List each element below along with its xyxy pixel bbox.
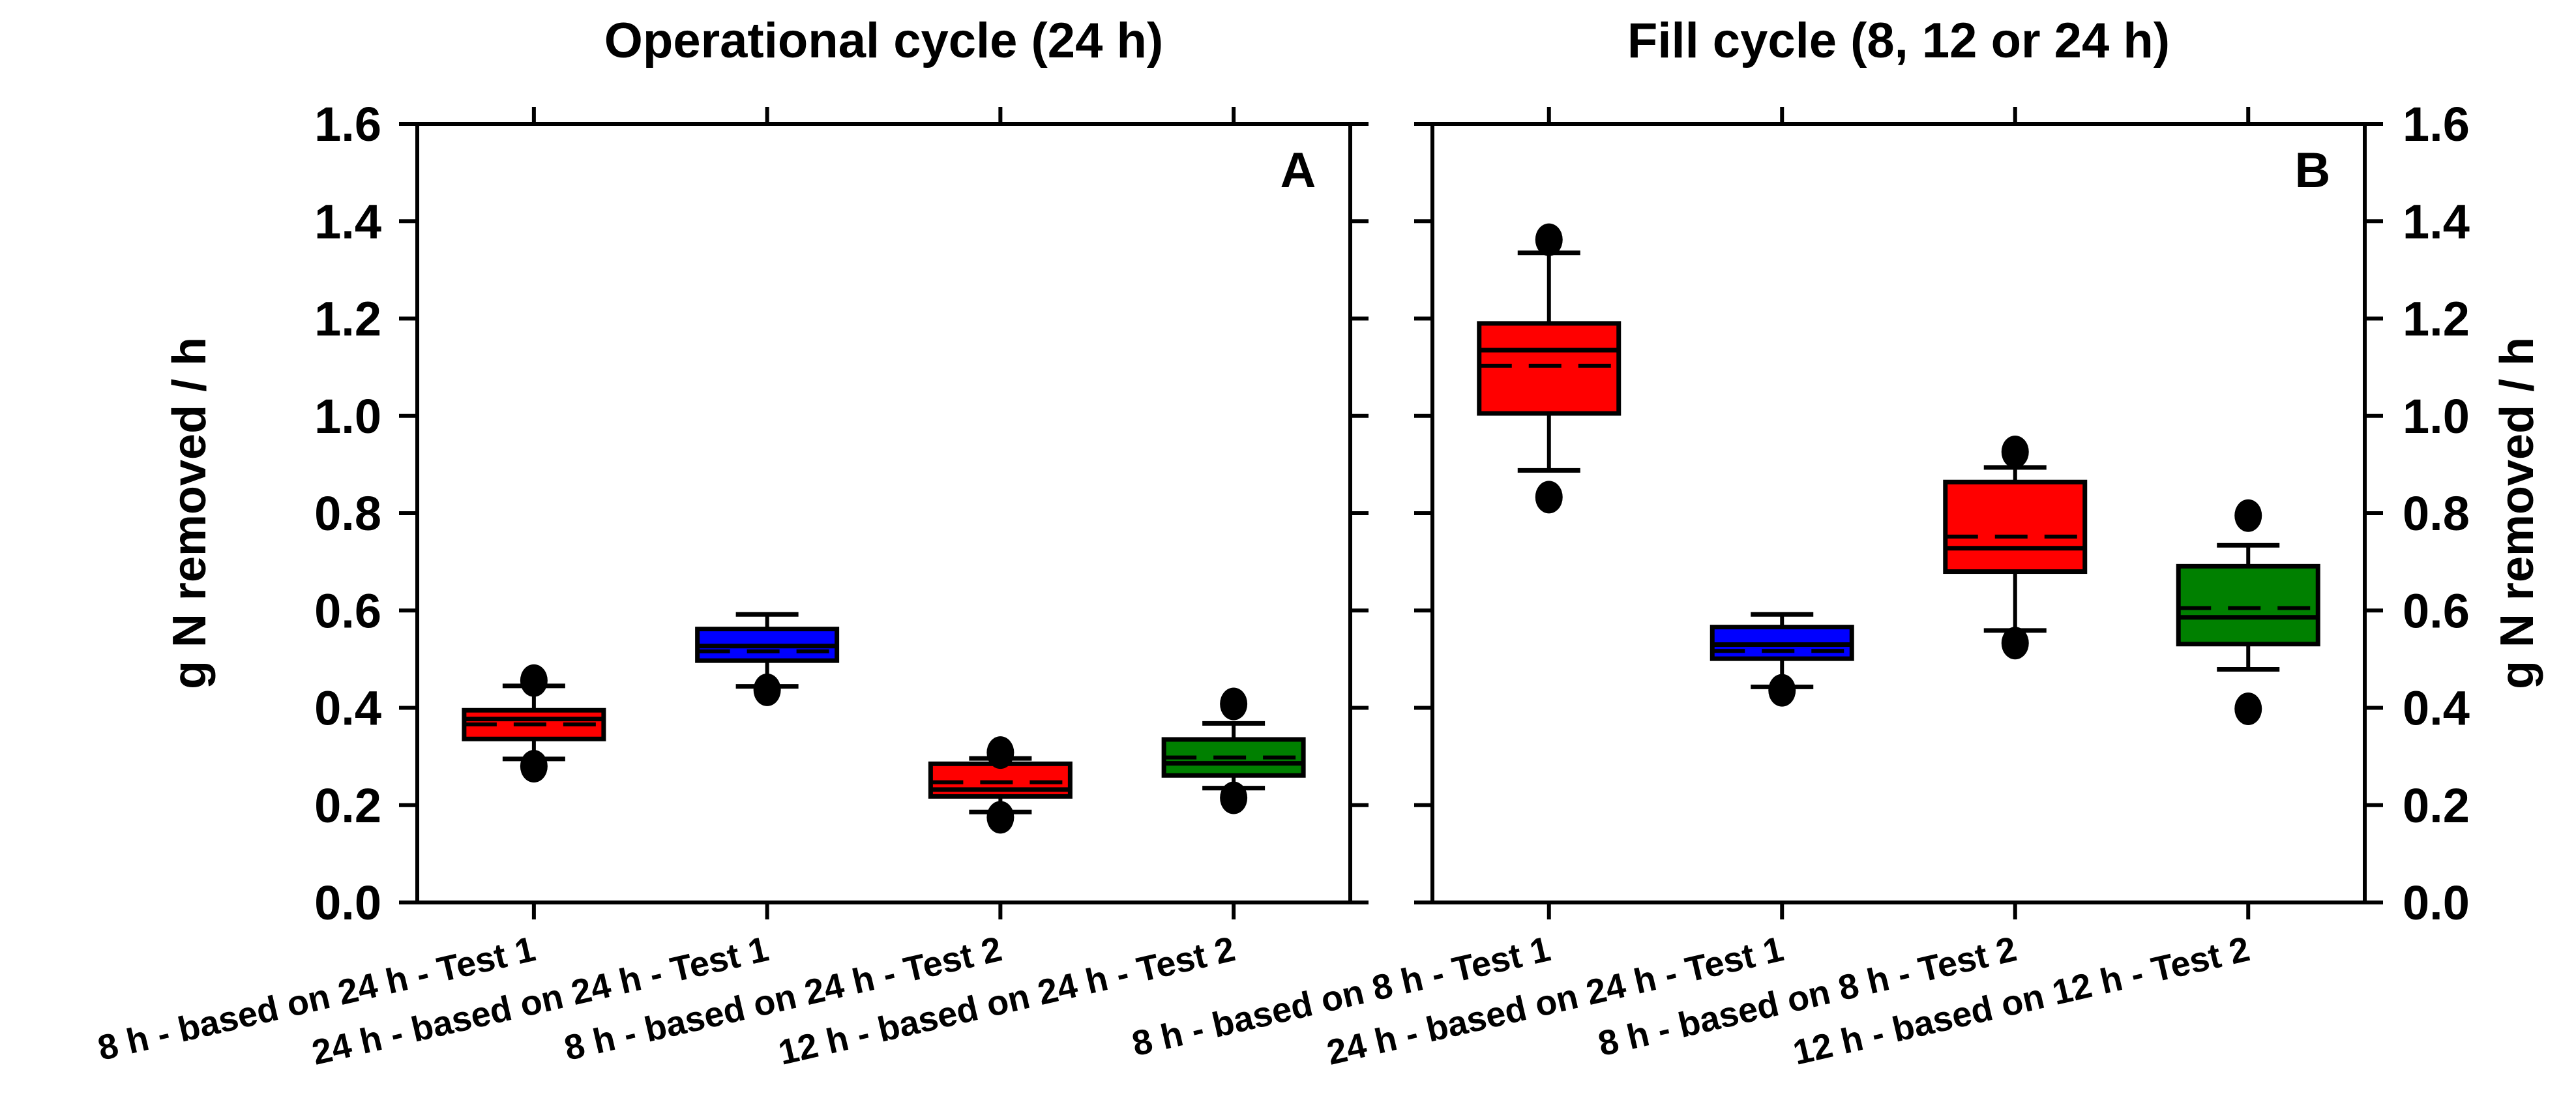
outlier-dot (1768, 674, 1796, 707)
y-tick-label: 0.4 (314, 681, 381, 736)
outlier-dot (1220, 687, 1248, 721)
y-tick-label: 1.4 (2403, 194, 2470, 248)
box-group (462, 664, 606, 783)
y-tick-label: 1.2 (2403, 292, 2470, 346)
panel-corner-label: A (1281, 143, 1316, 198)
y-tick-label: 0.2 (2403, 779, 2470, 833)
y-axis-title-right: g N removed / h (2491, 337, 2543, 689)
box-group (2176, 499, 2320, 725)
box-rect (2176, 563, 2320, 647)
box-group (695, 612, 840, 706)
panel-title: Fill cycle (8, 12 or 24 h) (1627, 13, 2170, 68)
y-tick-label: 1.0 (2403, 389, 2470, 443)
box-group (1943, 435, 2088, 660)
outlier-dot (1535, 223, 1563, 256)
outlier-dot (2001, 627, 2029, 660)
outlier-dot (520, 750, 548, 783)
y-tick-label: 0.6 (314, 584, 381, 638)
box-rect (1943, 479, 2088, 574)
panel-b: Fill cycle (8, 12 or 24 h) B 0.0 0.2 0.4 0.6 0… (1129, 13, 2543, 1073)
plot-frame (415, 122, 1352, 904)
outlier-dot (2234, 692, 2262, 725)
box-rect (1477, 321, 1621, 416)
y-tick-label: 0.8 (314, 486, 381, 541)
box-group (928, 736, 1073, 834)
y-tick-label: 1.2 (314, 292, 381, 346)
y-tick-label: 1.6 (314, 97, 381, 151)
y-tick-label: 1.4 (314, 194, 381, 248)
y-tick-label: 0.0 (314, 876, 381, 930)
panel-title: Operational cycle (24 h) (604, 13, 1163, 68)
outlier-dot (2234, 499, 2262, 532)
outlier-dot (986, 736, 1014, 769)
y-tick-label: 1.0 (314, 389, 381, 443)
y-tick-label: 0.0 (2403, 876, 2470, 930)
outlier-dot (986, 801, 1014, 834)
panel-corner-label: B (2295, 143, 2331, 198)
y-tick-label: 0.6 (2403, 584, 2470, 638)
y-tick-label: 0.8 (2403, 486, 2470, 541)
plot-frame (1430, 122, 2367, 904)
box-group (1477, 223, 1621, 514)
y-tick-label: 1.6 (2403, 97, 2470, 151)
box-group (1161, 687, 1306, 814)
outlier-dot (2001, 435, 2029, 468)
outlier-dot (1535, 481, 1563, 514)
y-tick-label: 0.4 (2403, 681, 2470, 736)
outlier-dot (753, 673, 781, 706)
outlier-dot (520, 664, 548, 697)
y-axis-title-left: g N removed / h (164, 337, 216, 689)
box-group (1710, 612, 1854, 707)
outlier-dot (1220, 781, 1248, 814)
y-tick-label: 0.2 (314, 779, 381, 833)
